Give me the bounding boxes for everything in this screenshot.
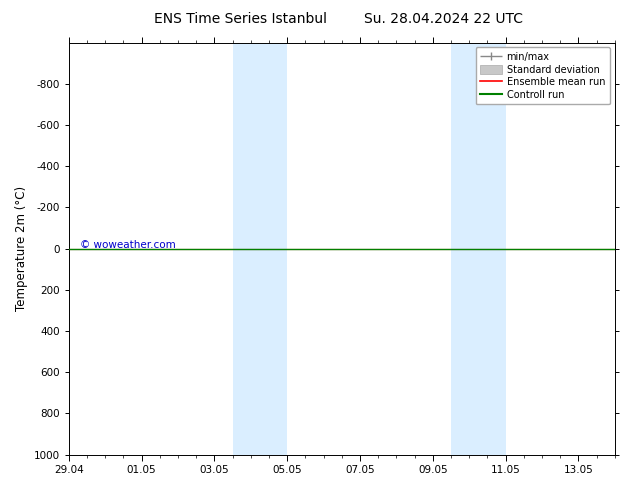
Legend: min/max, Standard deviation, Ensemble mean run, Controll run: min/max, Standard deviation, Ensemble me… xyxy=(476,48,610,104)
Bar xyxy=(233,43,287,455)
Bar xyxy=(451,43,505,455)
Text: Su. 28.04.2024 22 UTC: Su. 28.04.2024 22 UTC xyxy=(365,12,523,26)
Text: ENS Time Series Istanbul: ENS Time Series Istanbul xyxy=(155,12,327,26)
Y-axis label: Temperature 2m (°C): Temperature 2m (°C) xyxy=(15,186,28,311)
Text: © woweather.com: © woweather.com xyxy=(80,240,176,250)
